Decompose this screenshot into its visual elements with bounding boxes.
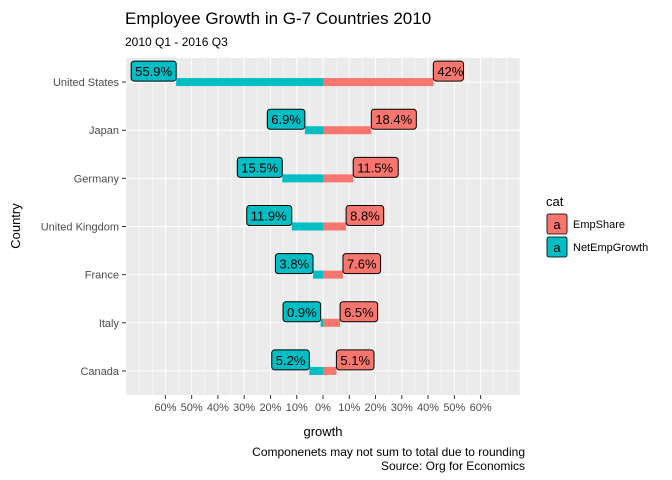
data-label-text: 3.8% (279, 257, 309, 272)
data-label-empshare: 8.8% (345, 205, 385, 226)
data-label-empshare: 18.4% (370, 108, 417, 130)
bar-netempgrowth (282, 174, 323, 183)
legend-key-swatch (546, 213, 568, 235)
x-tick-label: 30% (391, 402, 413, 414)
data-label-box (130, 60, 177, 82)
data-label-empshare: 42% (432, 60, 465, 82)
data-label-text: 7.6% (347, 257, 377, 272)
y-axis-ticks: United States Japan Germany United Kingdom F… (41, 77, 126, 378)
x-axis-ticks: 60% 50% 40% 30% 20% 10% 0% 10% 20% 30% 40% 50% 60% (154, 395, 492, 414)
y-tick-label: Germany (74, 173, 120, 185)
y-axis-label: Country (8, 203, 23, 249)
caption-line-2: Source: Org for Economics (381, 459, 525, 473)
data-label-box (335, 349, 375, 371)
x-tick-label: 60% (470, 402, 492, 414)
data-label-box (370, 108, 417, 130)
bar-netempgrowth (313, 270, 323, 279)
data-label-box (271, 349, 310, 371)
y-tick-label: United States (53, 77, 120, 89)
caption-line-1: Componenets may not sum to total due to … (252, 445, 525, 459)
data-label-text: 55.9% (135, 64, 172, 79)
x-tick-label: 60% (154, 402, 176, 414)
data-label-text: 11.9% (251, 209, 287, 224)
bar-empshare (323, 126, 372, 135)
bar-empshare (323, 318, 341, 327)
data-label-empshare: 7.6% (342, 253, 382, 275)
bar-netempgrowth (304, 126, 323, 135)
x-tick-label: 10% (286, 402, 308, 414)
x-tick-label: 10% (338, 402, 360, 414)
data-label-box (282, 301, 322, 323)
data-label-text: 5.2% (276, 353, 306, 368)
data-label-box (266, 108, 306, 130)
data-label-box (342, 253, 382, 275)
legend-item-empshare: a EmpShare (546, 213, 625, 235)
data-label-box (345, 205, 385, 226)
x-tick-label: 20% (365, 402, 387, 414)
data-labels: 42% 18.4% 11.5% 8.8% 7.6% 6.5% 5.1% 55.9% 6.9% 15… (130, 60, 465, 371)
y-tick-label: Japan (89, 125, 119, 137)
bar-empshare (323, 270, 343, 279)
data-label-box (339, 301, 379, 323)
data-label-box (236, 156, 283, 178)
x-tick-label: 40% (417, 402, 439, 414)
x-tick-label: 50% (181, 402, 203, 414)
data-label-empshare: 11.5% (352, 156, 399, 178)
legend-title: cat (546, 194, 564, 209)
data-label-netempgrowth: 6.9% (266, 108, 306, 130)
bar-empshare (323, 174, 354, 183)
bar-netempgrowth (320, 318, 323, 327)
data-label-netempgrowth: 0.9% (282, 301, 322, 323)
data-label-empshare: 6.5% (339, 301, 379, 323)
data-label-netempgrowth: 55.9% (130, 60, 177, 82)
x-axis-label: growth (303, 424, 342, 439)
data-label-text: 42% (437, 64, 463, 79)
data-label-netempgrowth: 5.2% (271, 349, 310, 371)
chart-subtitle: 2010 Q1 - 2016 Q3 (125, 35, 228, 49)
data-label-box (274, 253, 314, 275)
data-label-text: 5.1% (340, 353, 370, 368)
legend-key-swatch (546, 236, 568, 258)
legend-label: EmpShare (573, 219, 625, 231)
data-label-text: 15.5% (241, 160, 278, 175)
x-tick-label: 30% (233, 402, 255, 414)
data-label-text: 0.9% (287, 305, 317, 320)
bar-netempgrowth (309, 366, 323, 375)
legend-key-glyph: a (553, 217, 561, 232)
legend: cat a EmpShare a NetEmpGrowth (546, 194, 648, 258)
y-tick-label: United Kingdom (41, 222, 119, 234)
x-tick-label: 50% (443, 402, 465, 414)
legend-key-glyph: a (553, 240, 561, 255)
y-tick-label: Italy (99, 318, 120, 330)
data-label-box (352, 156, 399, 178)
bar-empshare (323, 78, 434, 87)
x-tick-label: 20% (259, 402, 281, 414)
bars (176, 78, 434, 375)
data-label-box (432, 60, 465, 82)
data-label-text: 11.5% (357, 160, 393, 175)
legend-label: NetEmpGrowth (573, 242, 648, 254)
data-label-text: 6.5% (344, 305, 374, 320)
data-label-text: 18.4% (375, 112, 412, 127)
data-label-box (246, 205, 293, 226)
data-label-netempgrowth: 11.9% (246, 205, 293, 226)
data-label-netempgrowth: 15.5% (236, 156, 283, 178)
bar-empshare (323, 222, 347, 231)
bar-netempgrowth (176, 78, 323, 87)
x-tick-label: 40% (207, 402, 229, 414)
y-tick-label: France (85, 270, 119, 282)
y-tick-label: Canada (80, 366, 119, 378)
bar-empshare (323, 366, 337, 375)
data-label-text: 6.9% (271, 112, 301, 127)
data-label-text: 8.8% (350, 209, 380, 224)
bar-netempgrowth (291, 222, 323, 231)
chart-title: Employee Growth in G-7 Countries 2010 (125, 9, 431, 28)
data-label-empshare: 5.1% (335, 349, 375, 371)
data-label-netempgrowth: 3.8% (274, 253, 314, 275)
legend-item-netempgrowth: a NetEmpGrowth (546, 236, 648, 258)
x-tick-label: 0% (315, 402, 331, 414)
